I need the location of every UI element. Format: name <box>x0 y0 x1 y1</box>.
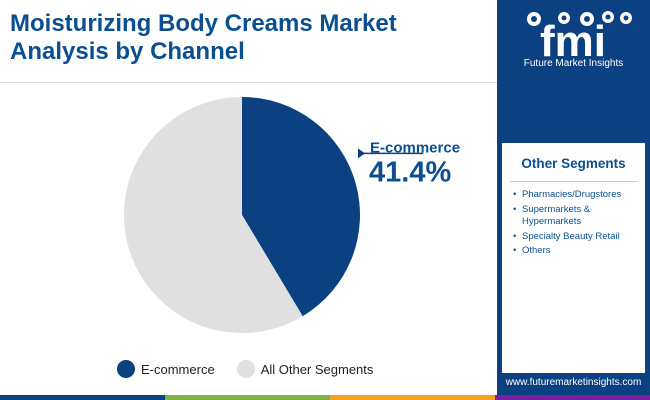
bottom-bar-segment <box>0 395 165 400</box>
page-title-line-1: Moisturizing Body Creams Market <box>10 10 397 37</box>
bottom-bar-segment <box>495 395 650 400</box>
legend-label: E-commerce <box>141 361 215 377</box>
page-title-line-2: Analysis by Channel <box>10 38 245 65</box>
bullet-icon: • <box>513 189 517 200</box>
title-block: Moisturizing Body Creams Market Analysis… <box>10 10 480 66</box>
pie-slice-e-commerce <box>242 97 360 317</box>
annotation-value: 41.4% <box>369 156 451 188</box>
bullet-icon: • <box>513 245 517 256</box>
other-segments-box: Other Segments • Pharmacies/Drugstores • S… <box>502 143 645 373</box>
annotation-label: E-commerce <box>370 139 460 156</box>
logo-caption: Future Market Insights <box>523 58 624 69</box>
list-item: • Others <box>510 245 637 258</box>
segment-label: Others <box>522 245 551 256</box>
annotation-arrow-head <box>358 148 365 159</box>
segment-label: Specialty Beauty Retail <box>522 230 620 242</box>
bottom-bar-segment <box>165 395 330 400</box>
pie-slice-all-other-segments <box>123 97 303 333</box>
pie-slices <box>123 97 360 333</box>
bullet-icon: • <box>513 230 517 242</box>
legend-swatch-other <box>236 360 255 378</box>
logo-text: fmi <box>540 17 606 66</box>
legend-swatch-ecommerce <box>117 360 135 378</box>
other-segments-list: • Pharmacies/Drugstores • Supermarkets & H… <box>510 189 637 258</box>
chart-legend: E-commerce All Other Segments <box>117 360 395 378</box>
pie-annotation: E-commerce 41.4% <box>358 139 460 188</box>
segment-label: Pharmacies/Drugstores <box>522 189 622 200</box>
list-item: • Supermarkets & Hypermarkets <box>510 204 637 229</box>
header-divider <box>0 82 497 83</box>
segment-label: Supermarkets & Hypermarkets <box>522 203 591 228</box>
legend-label: All Other Segments <box>260 361 374 377</box>
bullet-icon: • <box>513 203 517 215</box>
pie-chart: E-commerce 41.4% <box>123 97 460 333</box>
legend-item-ecommerce: E-commerce <box>117 360 215 378</box>
bottom-color-bar <box>0 395 650 400</box>
website-link[interactable]: www.futuremarketinsights.com <box>505 377 642 388</box>
fmi-logo-icon: fmi <box>527 11 632 66</box>
other-segments-title: Other Segments <box>510 156 637 182</box>
legend-item-other: All Other Segments <box>236 360 374 378</box>
list-item: • Pharmacies/Drugstores <box>510 189 637 202</box>
bottom-bar-segment <box>330 395 495 400</box>
list-item: • Specialty Beauty Retail <box>510 231 637 244</box>
